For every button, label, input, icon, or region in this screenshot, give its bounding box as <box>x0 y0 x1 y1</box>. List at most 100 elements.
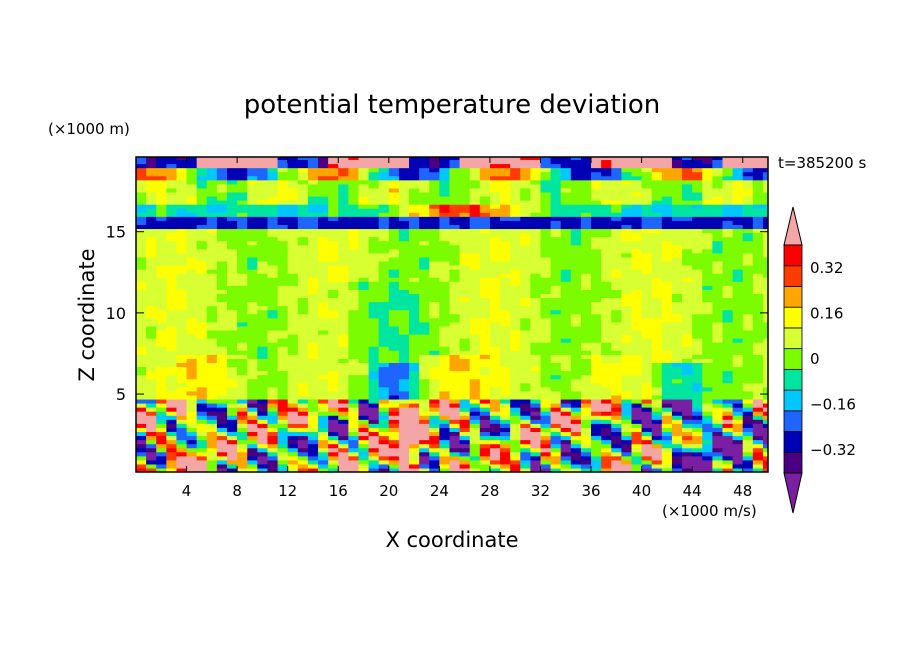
heatmap-cell <box>641 350 653 355</box>
heatmap-cell <box>510 435 521 441</box>
heatmap-cell <box>136 394 147 400</box>
heatmap-cell <box>560 362 572 368</box>
heatmap-cell <box>429 212 440 217</box>
heatmap-cell <box>166 394 178 400</box>
heatmap-cell <box>156 321 167 327</box>
heatmap-cell <box>267 338 279 343</box>
heatmap-cell <box>500 431 511 437</box>
heatmap-cell <box>702 370 713 376</box>
heatmap-cell <box>196 362 208 368</box>
heatmap-cell <box>611 260 622 266</box>
heatmap-cell <box>287 350 299 355</box>
heatmap-cell <box>409 187 420 193</box>
heatmap-cell <box>429 159 440 165</box>
heatmap-cell <box>156 398 167 404</box>
heatmap-cell <box>328 175 339 181</box>
heatmap-cell <box>439 277 451 282</box>
heatmap-cell <box>500 451 511 457</box>
heatmap-cell <box>237 435 248 441</box>
heatmap-cell <box>682 431 693 437</box>
heatmap-cell <box>489 398 501 404</box>
heatmap-cell <box>328 423 339 428</box>
heatmap-cell <box>560 200 572 205</box>
heatmap-cell <box>237 289 248 294</box>
heatmap-cell <box>257 293 269 299</box>
heatmap-cell <box>186 325 198 331</box>
heatmap-cell <box>368 183 380 189</box>
heatmap-cell <box>651 463 663 469</box>
heatmap-cell <box>489 167 501 173</box>
heatmap-cell <box>136 398 147 404</box>
heatmap-cell <box>287 439 299 445</box>
heatmap-cell <box>591 163 602 169</box>
heatmap-cell <box>580 342 592 347</box>
heatmap-cell <box>166 325 178 331</box>
heatmap-cell <box>520 252 531 258</box>
heatmap-cell <box>661 394 673 400</box>
heatmap-cell <box>237 370 248 376</box>
heatmap-cell <box>671 163 683 169</box>
heatmap-cell <box>216 171 228 177</box>
heatmap-cell <box>732 415 744 420</box>
heatmap-cell <box>682 163 693 169</box>
heatmap-cell <box>459 431 471 437</box>
heatmap-cell <box>338 443 349 449</box>
heatmap-cell <box>510 415 521 420</box>
heatmap-cell <box>388 394 400 400</box>
heatmap-cell <box>591 309 602 315</box>
heatmap-cell <box>671 167 683 173</box>
heatmap-cell <box>611 342 622 347</box>
heatmap-cell <box>621 398 633 404</box>
heatmap-cell <box>449 240 461 246</box>
heatmap-cell <box>196 285 208 290</box>
heatmap-cell <box>631 358 643 363</box>
heatmap-cell <box>216 390 228 396</box>
heatmap-cell <box>348 329 360 335</box>
heatmap-cell <box>186 366 198 372</box>
heatmap-cell <box>682 252 693 258</box>
heatmap-cell <box>419 191 430 197</box>
heatmap-cell <box>641 435 653 441</box>
heatmap-cell <box>388 354 400 359</box>
heatmap-cell <box>409 394 420 400</box>
heatmap-cell <box>358 346 370 351</box>
heatmap-cell <box>601 297 612 303</box>
heatmap-cell <box>419 447 430 453</box>
heatmap-cell <box>449 313 461 319</box>
heatmap-cell <box>762 240 768 246</box>
heatmap-cell <box>702 195 713 201</box>
heatmap-cell <box>348 224 360 230</box>
heatmap-cell <box>752 333 764 339</box>
heatmap-cell <box>277 342 289 347</box>
heatmap-cell <box>216 167 228 173</box>
heatmap-cell <box>348 415 360 420</box>
heatmap-cell <box>449 248 461 254</box>
heatmap-cell <box>459 240 471 246</box>
heatmap-cell <box>570 240 582 246</box>
heatmap-cell <box>661 183 673 189</box>
heatmap-cell <box>216 463 228 469</box>
heatmap-cell <box>469 200 481 205</box>
heatmap-cell <box>530 220 542 225</box>
heatmap-cell <box>206 220 218 225</box>
heatmap-cell <box>368 394 380 400</box>
heatmap-cell <box>206 240 218 246</box>
heatmap-cell <box>237 277 248 282</box>
heatmap-cell <box>176 427 188 433</box>
heatmap-cell <box>277 435 289 441</box>
heatmap-cell <box>762 325 768 331</box>
heatmap-cell <box>570 297 582 303</box>
heatmap-cell <box>489 159 501 165</box>
heatmap-cell <box>156 281 167 286</box>
heatmap-cell <box>611 228 622 234</box>
heatmap-cell <box>227 269 238 274</box>
heatmap-cell <box>661 329 673 335</box>
heatmap-cell <box>186 301 198 307</box>
heatmap-cell <box>530 338 542 343</box>
heatmap-cell <box>570 208 582 213</box>
heatmap-cell <box>500 394 511 400</box>
heatmap-cell <box>580 350 592 355</box>
heatmap-cell <box>742 333 754 339</box>
heatmap-cell <box>489 366 501 372</box>
heatmap-cell <box>742 256 754 262</box>
